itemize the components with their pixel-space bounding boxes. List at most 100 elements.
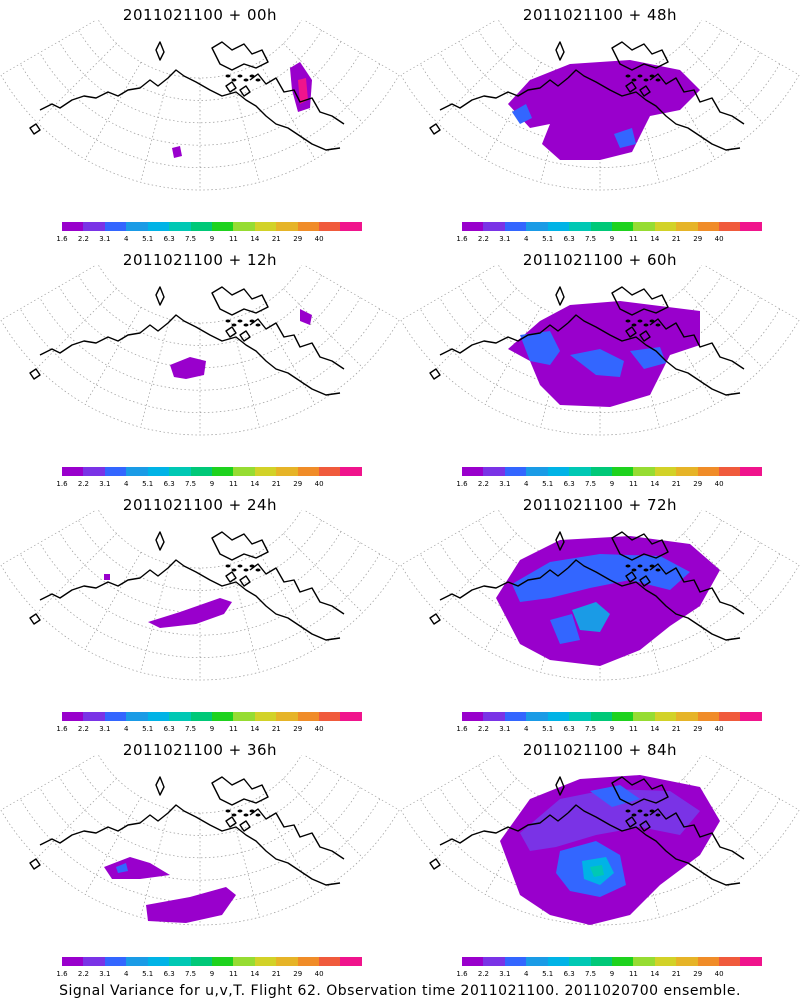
- variance-area: [520, 789, 700, 851]
- latitude-circle: [39, 787, 361, 881]
- colorbar-tick-label: 40: [714, 970, 724, 978]
- colorbar-tick-label: 1.6: [56, 970, 68, 978]
- coastline: [211, 776, 269, 806]
- coastline: [167, 69, 341, 151]
- colorbar-tick-label: 21: [271, 970, 281, 978]
- colorbar-tick-label: 9: [209, 480, 215, 488]
- polar-map: [400, 510, 800, 681]
- colorbar-tick-label: 21: [671, 970, 681, 978]
- island: [637, 74, 643, 78]
- coastline: [649, 318, 745, 370]
- colorbar-swatch: [462, 222, 484, 231]
- colorbar-swatch: [611, 712, 634, 721]
- colorbar-tick-label: 29: [293, 235, 303, 243]
- colorbar-swatch: [340, 957, 362, 966]
- panel-title: 2011021100 + 60h: [522, 251, 678, 269]
- coastline: [639, 85, 651, 97]
- island: [655, 568, 661, 572]
- colorbar-swatch: [104, 712, 127, 721]
- variance-area: [172, 146, 182, 158]
- variance-area: [572, 602, 610, 632]
- colorbar-tick-label: 9: [609, 970, 615, 978]
- island: [243, 323, 249, 327]
- colorbar-swatch: [676, 712, 698, 721]
- coastline: [211, 286, 269, 316]
- latitude-circle: [78, 30, 322, 101]
- coastline: [211, 41, 269, 71]
- island: [625, 74, 631, 78]
- colorbar-tick-label: 11: [628, 970, 638, 978]
- coastline: [611, 286, 669, 316]
- colorbar-swatch: [697, 712, 720, 721]
- colorbar-tick-label: 4: [124, 480, 129, 488]
- colorbar-tick-label: 21: [671, 235, 681, 243]
- coastline: [429, 858, 441, 870]
- colorbar-tick-label: 5.1: [142, 235, 154, 243]
- meridian-line: [400, 20, 497, 76]
- island: [643, 568, 649, 572]
- island: [631, 78, 637, 82]
- colorbar-swatch: [654, 957, 677, 966]
- polar-map: [0, 20, 400, 191]
- colorbar-tick-label: 6.3: [163, 235, 175, 243]
- meridian-line: [400, 755, 497, 811]
- variance-area: [104, 857, 170, 879]
- colorbar-tick-label: 5.1: [542, 970, 554, 978]
- map-panel-24h: 2011021100 + 24h 1.6 2.2 3.1 4 5.1 6.3 7.5 9 11 14…: [0, 490, 400, 735]
- coastline: [39, 812, 169, 846]
- colorbar-tick-label: 7.5: [584, 725, 597, 733]
- colorbar: 1.6 2.2 3.1 4 5.1 6.3 7.5 9 11 14 21 29 40: [456, 957, 762, 981]
- colorbar-swatch: [62, 957, 84, 966]
- coastline: [39, 567, 169, 601]
- meridian-line: [0, 265, 97, 321]
- colorbar-swatches: [62, 222, 362, 231]
- colorbar-swatch: [169, 957, 191, 966]
- meridian-line: [140, 563, 170, 673]
- panel-title: 2011021100 + 72h: [522, 496, 678, 514]
- colorbar-swatch: [233, 467, 255, 476]
- colorbar-tick-label: 11: [628, 235, 638, 243]
- panel-title: 2011021100 + 36h: [122, 741, 278, 759]
- meridian-line: [303, 20, 400, 76]
- meridian-line: [140, 73, 170, 183]
- colorbar-tick-label: 2.2: [77, 235, 89, 243]
- colorbar-tick-label: 40: [314, 970, 324, 978]
- colorbar-swatches: [62, 957, 362, 966]
- colorbar-tick-label: 2.2: [477, 235, 489, 243]
- colorbar-swatch: [719, 467, 741, 476]
- colorbar-tick-label: 29: [293, 725, 303, 733]
- colorbar-swatch: [740, 712, 762, 721]
- island: [655, 323, 661, 327]
- colorbar-swatch: [526, 222, 548, 231]
- colorbar-swatch: [483, 222, 505, 231]
- colorbar-swatch: [147, 222, 170, 231]
- polar-map: [0, 265, 400, 436]
- colorbar-tick-label: 40: [714, 235, 724, 243]
- coastline: [29, 368, 41, 380]
- colorbar-swatch: [211, 222, 234, 231]
- colorbar-swatch: [569, 467, 591, 476]
- meridian-line: [484, 62, 542, 160]
- colorbar-swatch: [340, 222, 362, 231]
- variance-area: [116, 863, 128, 873]
- colorbar-swatches: [62, 467, 362, 476]
- colorbar-tick-label: 5.1: [542, 480, 554, 488]
- colorbar-swatches: [462, 467, 762, 476]
- meridian-line: [37, 288, 117, 368]
- colorbar-swatch: [611, 222, 634, 231]
- meridian-line: [230, 318, 260, 428]
- meridian-line: [303, 755, 400, 811]
- colorbar-tick-label: 2.2: [477, 725, 489, 733]
- colorbar-tick-label: 9: [609, 480, 615, 488]
- colorbar-tick-label: 9: [209, 725, 215, 733]
- variance-area: [298, 78, 308, 104]
- colorbar-swatch: [547, 957, 570, 966]
- colorbar-swatch: [462, 712, 484, 721]
- colorbar-swatch: [190, 467, 212, 476]
- coastline: [625, 326, 637, 338]
- colorbar-swatch: [276, 467, 298, 476]
- colorbar-tick-label: 6.3: [563, 480, 575, 488]
- colorbar-swatch: [104, 957, 127, 966]
- map-panel-60h: 2011021100 + 60h 1.6 2.2 3.1 4 5.1 6.3 7.5 9 11 14…: [400, 245, 800, 490]
- coastline: [611, 776, 669, 806]
